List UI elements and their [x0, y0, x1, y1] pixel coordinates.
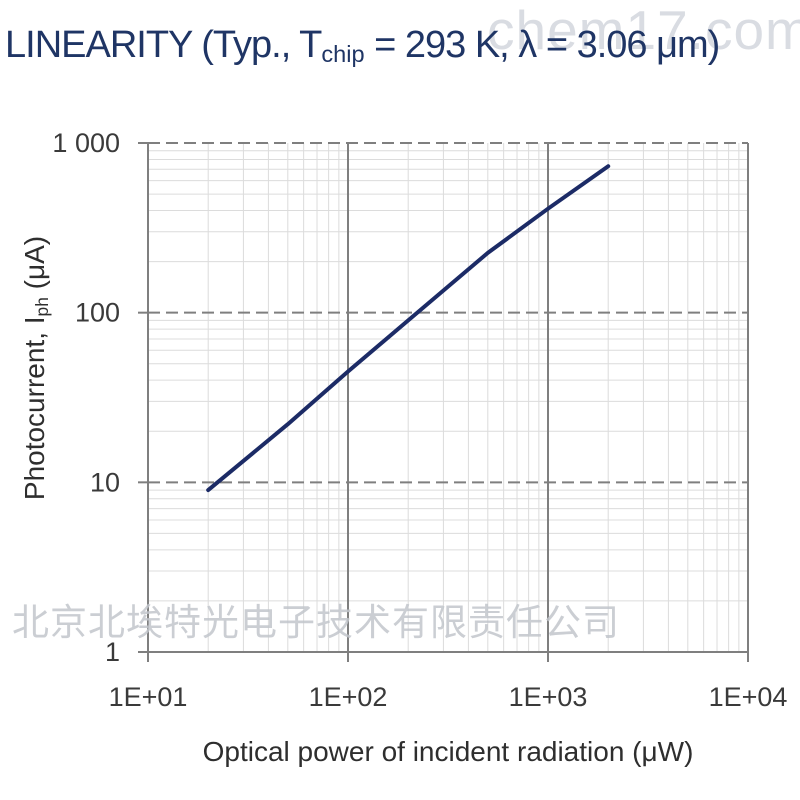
y-axis-title-subscript-ph: ph	[31, 297, 52, 317]
chart-title-part2: = 293 K, λ = 3.06 μm)	[364, 24, 720, 66]
y-axis-title-part1: Photocurrent, I	[19, 316, 51, 501]
y-axis-title: Photocurrent, Iph (μA)	[19, 236, 53, 500]
watermark-company-name: 北京北埃特光电子技术有限责任公司	[12, 602, 620, 643]
x-axis-title: Optical power of incident radiation (μW)	[202, 736, 694, 767]
watermark-chem17: chem17.com	[487, 0, 800, 61]
y-tick-label: 1	[105, 637, 120, 667]
chart-title-part1: LINEARITY (Typ., T	[5, 24, 322, 66]
y-tick-label: 100	[75, 298, 120, 328]
x-tick-label: 1E+02	[309, 682, 388, 712]
chart-title-subscript-chip: chip	[321, 41, 365, 68]
x-tick-label: 1E+03	[509, 682, 588, 712]
x-tick-label: 1E+01	[109, 682, 188, 712]
x-tick-label: 1E+04	[709, 682, 788, 712]
y-tick-label: 1 000	[52, 128, 120, 158]
photocurrent-curve	[206, 164, 611, 493]
chart-title: LINEARITY (Typ., Tchip = 293 K, λ = 3.06…	[5, 24, 720, 68]
y-tick-label: 10	[90, 467, 120, 497]
y-axis-title-part2: (μA)	[19, 235, 51, 298]
